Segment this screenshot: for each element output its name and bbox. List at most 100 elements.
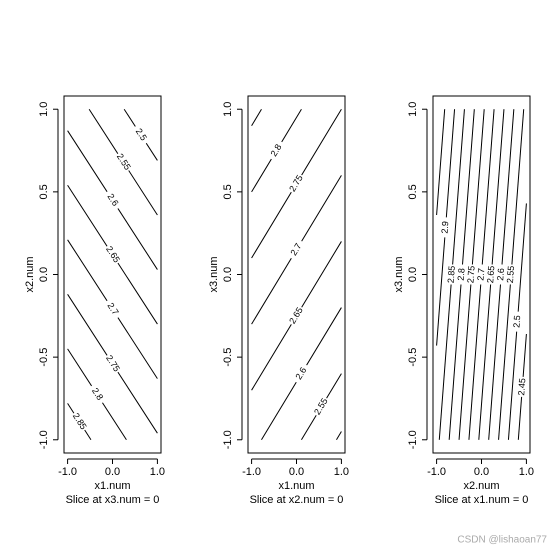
- y-tick-label: -1.0: [407, 430, 419, 449]
- x-axis-title: x1.num: [278, 480, 314, 492]
- y-tick-label: -0.5: [407, 348, 419, 367]
- contour-label-bg: [87, 383, 107, 406]
- contour-label-group: 2.9: [439, 217, 452, 238]
- x-tick-label: 1.0: [150, 466, 165, 478]
- y-tick-label: 0.5: [38, 184, 50, 199]
- contour-line: [251, 108, 262, 127]
- watermark: CSDN @lishaoan77: [457, 535, 547, 546]
- y-tick-label: 1.0: [222, 102, 234, 117]
- y-tick-label: -0.5: [222, 348, 234, 367]
- x-tick-label: -1.0: [58, 466, 77, 478]
- contour-label: 2.9: [439, 221, 450, 234]
- y-tick-label: 0.0: [222, 267, 234, 282]
- contour-label-group: 2.85: [446, 264, 458, 285]
- y-tick-label: 0.5: [407, 184, 419, 199]
- contour-label-group: 2.8: [455, 264, 468, 285]
- x-axis-title: x1.num: [94, 480, 130, 492]
- contour-label-bg: [516, 376, 529, 398]
- x-tick-label: -1.0: [427, 466, 446, 478]
- contour-label-bg: [511, 311, 524, 332]
- contour-label-bg: [102, 352, 123, 375]
- contour-label-group: 2.55: [505, 264, 517, 285]
- contour-label-bg: [495, 264, 508, 285]
- contour-label-bg: [287, 172, 306, 195]
- contour-label-bg: [439, 217, 452, 238]
- y-axis-title: x3.num: [393, 256, 405, 292]
- contour-label-group: 2.5: [511, 311, 524, 332]
- contour-label-bg: [102, 189, 123, 212]
- plot-frame: [432, 95, 531, 454]
- y-tick-label: 0.0: [407, 267, 419, 282]
- y-tick-label: 0.5: [222, 184, 234, 199]
- contour-label: 2.85: [446, 265, 457, 283]
- contour-label: 2.7: [475, 268, 486, 281]
- contour-label-group: 2.7: [102, 298, 123, 321]
- x-tick-label: 0.0: [105, 466, 120, 478]
- contour-label-group: 2.8: [267, 139, 286, 162]
- y-tick-label: -1.0: [222, 430, 234, 449]
- contour-label-group: 2.55: [311, 395, 331, 418]
- y-axis-title: x2.num: [24, 256, 36, 292]
- contour-label-bg: [113, 150, 133, 174]
- contour-label-bg: [287, 238, 306, 261]
- subtitle: Slice at x1.num = 0: [435, 494, 529, 506]
- contour-line: [436, 109, 446, 216]
- y-tick-label: 1.0: [38, 102, 50, 117]
- contour-label-bg: [311, 395, 331, 418]
- subtitle: Slice at x2.num = 0: [250, 494, 344, 506]
- contour-label: 2.8: [456, 268, 467, 281]
- contour-label: 2.5: [511, 315, 522, 328]
- x-tick-label: 1.0: [334, 466, 349, 478]
- contour-label-bg: [69, 410, 89, 433]
- contour-label: 2.75: [465, 265, 476, 283]
- contour-label: 2.55: [505, 265, 516, 283]
- contour-label-bg: [505, 264, 517, 285]
- contour-label-bg: [485, 264, 498, 285]
- contour-label-group: 2.6: [291, 362, 311, 385]
- contour-label-bg: [267, 139, 286, 162]
- contour-label: 2.6: [495, 268, 506, 281]
- contour-label-bg: [455, 264, 468, 285]
- contour-label-group: 2.75: [287, 172, 306, 195]
- y-tick-label: -1.0: [38, 430, 50, 449]
- contour-label-bg: [102, 298, 123, 321]
- contour-label-bg: [131, 123, 151, 146]
- y-tick-label: -0.5: [38, 348, 50, 367]
- x-axis-title: x2.num: [463, 480, 499, 492]
- contour-label-group: 2.7: [287, 238, 306, 261]
- contour-label-bg: [102, 243, 123, 266]
- plot-frame: [63, 95, 162, 454]
- contour-label-group: 2.65: [102, 243, 123, 266]
- y-axis-title: x3.num: [208, 256, 220, 292]
- x-tick-label: 0.0: [289, 466, 304, 478]
- contour-label-group: 2.5: [131, 123, 151, 146]
- contour-label-group: 2.65: [287, 304, 306, 327]
- contour-label-group: 2.75: [465, 264, 478, 285]
- contour-label-group: 2.6: [102, 189, 123, 212]
- contour-label-group: 2.65: [485, 264, 498, 285]
- y-tick-label: 0.0: [38, 267, 50, 282]
- contour-label-bg: [475, 264, 488, 285]
- contour-label: 2.45: [516, 378, 527, 396]
- contour-label-group: 2.7: [475, 264, 488, 285]
- contour-label-bg: [446, 264, 458, 285]
- contour-label-group: 2.8: [87, 383, 107, 406]
- contour-label-group: 2.45: [516, 376, 529, 398]
- x-tick-label: -1.0: [242, 466, 261, 478]
- contour-label-bg: [291, 362, 311, 385]
- subtitle: Slice at x3.num = 0: [66, 494, 160, 506]
- x-tick-label: 1.0: [519, 466, 534, 478]
- contour-label-group: 2.6: [495, 264, 508, 285]
- contour-label: 2.65: [485, 265, 496, 283]
- contour-label-group: 2.75: [102, 352, 123, 375]
- contour-label-group: 2.85: [69, 410, 89, 433]
- contour-label-group: 2.55: [113, 150, 133, 174]
- contour-label-bg: [287, 304, 306, 327]
- contour-label-bg: [465, 264, 478, 285]
- contour-line: [336, 431, 342, 441]
- plot-frame: [247, 95, 346, 454]
- y-tick-label: 1.0: [407, 102, 419, 117]
- x-tick-label: 0.0: [474, 466, 489, 478]
